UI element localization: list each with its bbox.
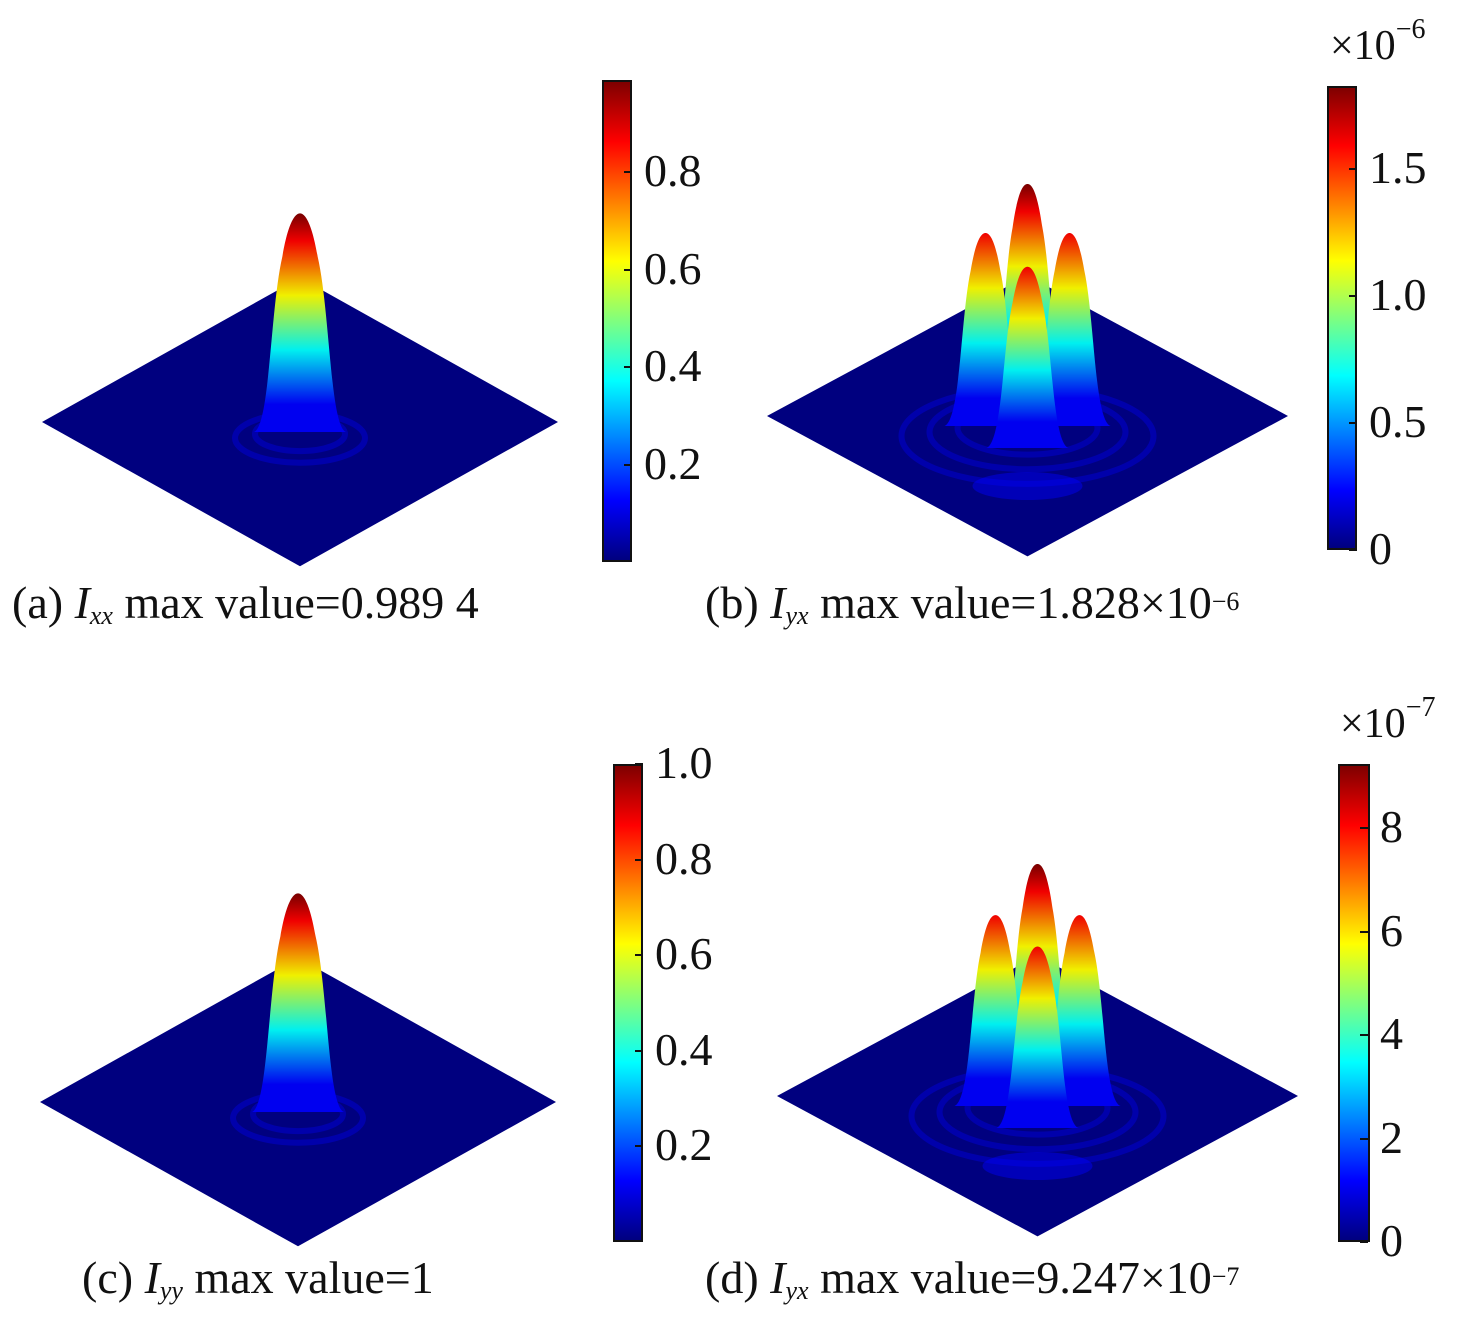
colorbar-tick: [635, 954, 643, 957]
colorbar-tick: [1349, 295, 1357, 298]
ripple-lobe: [972, 472, 1083, 500]
colorbar-d: [1338, 764, 1370, 1242]
surface-peak: [986, 266, 1069, 448]
surface-plot-b: [767, 184, 1288, 557]
colorbar-tick-label: 0.6: [644, 242, 702, 294]
surface-peak: [996, 946, 1079, 1128]
colorbar-tick: [635, 763, 643, 765]
colorbar-tick-label: 0: [1380, 1215, 1403, 1266]
colorbar-tick-label: 1.0: [655, 737, 713, 788]
caption-d: (d) Iyx max value=9.247×10−7: [705, 1252, 1240, 1305]
colorbar-tick: [1349, 422, 1357, 425]
colorbar-tick-label: 0: [1369, 523, 1392, 574]
colorbar-tick: [1360, 930, 1368, 933]
colorbar-tick-label: 0.2: [644, 437, 702, 489]
caption-b: (b) Iyx max value=1.828×10−6: [705, 577, 1240, 630]
colorbar-multiplier-b: ×10−6: [1330, 14, 1426, 69]
colorbar-ticks-d: 0 2 4 6 8: [1338, 764, 1403, 1264]
colorbar-tick: [635, 1049, 643, 1052]
colorbar-tick: [624, 268, 632, 271]
colorbar-tick-label: 0.6: [655, 928, 713, 980]
colorbar-tick: [1360, 1241, 1368, 1243]
surface-plot-c: [40, 893, 556, 1247]
colorbar-tick-label: 0.2: [655, 1119, 713, 1171]
colorbar-tick-label: 0.4: [644, 340, 702, 392]
colorbar-tick-label: 2: [1380, 1111, 1403, 1163]
colorbar-tick-label: 0.8: [655, 832, 713, 884]
colorbar-tick: [624, 463, 632, 466]
colorbar-tick: [635, 1145, 643, 1148]
ripple-lobe: [982, 1152, 1093, 1180]
surface-peak-shade: [254, 213, 346, 432]
colorbar-tick: [635, 858, 643, 861]
colorbar-b: [1327, 86, 1357, 550]
colorbar-tick-label: 4: [1380, 1008, 1403, 1060]
surface-plot-a: [42, 213, 558, 567]
colorbar-tick-label: 1.5: [1369, 142, 1427, 194]
colorbar-tick-label: 0.5: [1369, 396, 1427, 448]
colorbar-tick: [1360, 1034, 1368, 1037]
surface-peak: [254, 213, 346, 432]
surface-peak-shade: [986, 266, 1069, 448]
colorbar-ticks-c: 0.2 0.4 0.6 0.8 1.0: [613, 740, 713, 1242]
colorbar-ticks-a: 0.2 0.4 0.6 0.8: [602, 80, 702, 562]
colorbar-tick-label: 1.0: [1369, 269, 1427, 321]
surface-plot-d: [777, 864, 1298, 1237]
surface-peak-shade: [252, 893, 344, 1112]
colorbar-tick-label: 8: [1380, 801, 1403, 853]
colorbar-tick: [1360, 827, 1368, 830]
surface-peak: [252, 893, 344, 1112]
colorbar-multiplier-d: ×10−7: [1340, 692, 1436, 747]
colorbar-tick: [624, 366, 632, 369]
colorbar-tick: [624, 171, 632, 174]
surface-peak-shade: [996, 946, 1079, 1128]
caption-a: (a) Ixx max value=0.989 4: [12, 577, 479, 630]
caption-c: (c) Iyy max value=1: [82, 1252, 434, 1305]
colorbar-tick-label: 0.8: [644, 145, 702, 197]
colorbar-c: [613, 764, 643, 1242]
colorbar-a: [602, 80, 632, 562]
colorbar-tick-label: 6: [1380, 904, 1403, 956]
colorbar-tick: [1360, 1137, 1368, 1140]
colorbar-tick-label: 0.4: [655, 1023, 713, 1075]
colorbar-ticks-b: 0 0.5 1.0 1.5: [1327, 86, 1427, 572]
colorbar-tick: [1349, 549, 1357, 551]
colorbar-tick: [1349, 168, 1357, 171]
